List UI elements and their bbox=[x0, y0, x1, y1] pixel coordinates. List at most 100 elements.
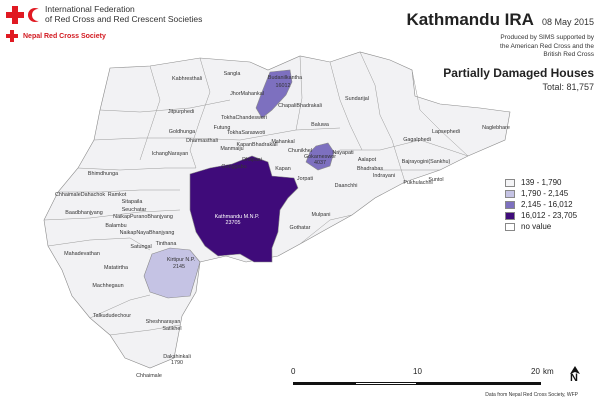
label-balambu: Balambu bbox=[105, 223, 126, 229]
label-baadbhanjyang: Baadbhanjyang bbox=[65, 210, 102, 216]
map-title: Kathmandu IRA bbox=[406, 10, 534, 29]
label-kirtipur: Kirtipur N.P. bbox=[167, 257, 195, 263]
produced-by: Produced by SIMS supported by the Americ… bbox=[500, 34, 594, 58]
label-futung: Futung bbox=[214, 125, 231, 131]
label-dakshinkali: Dakshinkali bbox=[163, 354, 191, 360]
label-ichangnarayan: IchangNarayan bbox=[152, 151, 189, 157]
label-indrayani: Indrayani bbox=[373, 173, 395, 179]
label-gonggabu: Gonggabu bbox=[221, 164, 246, 170]
legend-swatch bbox=[505, 211, 515, 220]
label-dakshinkali-value: 1790 bbox=[171, 360, 183, 366]
label-ramkot: Ramkot bbox=[108, 192, 127, 198]
label-bhimdhunga: Bhimdhunga bbox=[88, 171, 118, 177]
ifrc-name: International Federation of Red Cross an… bbox=[45, 4, 203, 24]
label-pukhulachhi: Pukhulachhi bbox=[403, 180, 432, 186]
legend-label: 139 - 1,790 bbox=[521, 178, 562, 187]
label-aalapot: Aalapot bbox=[358, 157, 377, 163]
scale-segment bbox=[293, 382, 355, 385]
legend-swatch bbox=[505, 200, 515, 209]
legend-swatch bbox=[505, 222, 515, 231]
legend-item: 1,790 - 2,145 bbox=[505, 188, 577, 199]
label-kathmandu-value: 23705 bbox=[226, 220, 241, 226]
north-arrow-icon: N bbox=[567, 366, 583, 390]
north-label: N bbox=[570, 372, 578, 384]
map-title-block: Kathmandu IRA 08 May 2015 Produced by SI… bbox=[374, 10, 594, 92]
scale-tick-0: 0 bbox=[291, 367, 296, 376]
total-count: Total: 81,757 bbox=[542, 81, 594, 92]
label-kapanbhadrakali: KapanBhadrakali bbox=[236, 142, 277, 148]
label-gothatar: Gothatar bbox=[290, 225, 311, 231]
region-kathmandu bbox=[189, 155, 299, 263]
legend-label: no value bbox=[521, 222, 552, 231]
scale-tick-10: 10 bbox=[413, 367, 422, 376]
label-sundarijal: Sundarijal bbox=[345, 96, 369, 102]
label-jhormahankal: JhorMahankal bbox=[230, 91, 264, 97]
label-mulpani: Mulpani bbox=[312, 212, 331, 218]
label-machhegaun: Machhegaun bbox=[92, 283, 123, 289]
legend-label: 1,790 - 2,145 bbox=[521, 189, 569, 198]
label-jitpurphedi: Jitpurphedi bbox=[168, 109, 194, 115]
label-sitapaila: Sitapaila bbox=[122, 199, 143, 205]
label-naikap-naya: NaikapNayaBhanjyang bbox=[120, 230, 175, 236]
label-bajrayogini: Bajrayogini(Sankhu) bbox=[402, 159, 451, 165]
org-logos: International Federation of Red Cross an… bbox=[6, 4, 202, 42]
label-dhapasi: Dhapasi bbox=[242, 157, 262, 163]
red-crescent-icon bbox=[28, 8, 44, 22]
label-dharmasthali: Dharmasthali bbox=[186, 138, 218, 144]
nrcs-name: Nepal Red Cross Society bbox=[23, 32, 106, 40]
label-seuchatar: Seuchatar bbox=[122, 207, 147, 213]
label-satungal: Satungal bbox=[130, 244, 151, 250]
data-credit: Data from Nepal Red Cross Society, WFP bbox=[485, 392, 578, 398]
legend: 139 - 1,790 1,790 - 2,145 2,145 - 16,012… bbox=[505, 177, 577, 232]
scale-unit: km bbox=[543, 367, 554, 376]
label-goldhunga: Goldhunga bbox=[169, 129, 195, 135]
scale-segment bbox=[417, 382, 541, 385]
label-manmaiju: Manmaiju bbox=[220, 146, 243, 152]
legend-label: 2,145 - 16,012 bbox=[521, 200, 573, 209]
region-budanilkantha bbox=[255, 69, 293, 119]
label-gagalphedi: Gagalphedi bbox=[403, 137, 431, 143]
label-chapalibhadrakali: ChapaliBhadrakali bbox=[278, 103, 322, 109]
region-kirtipur bbox=[143, 247, 201, 299]
label-jorpati: Jorpati bbox=[297, 176, 313, 182]
label-naglebhare: Naglebhare bbox=[482, 125, 510, 131]
nrcs-cross-icon bbox=[6, 30, 18, 42]
label-baluwa: Baluwa bbox=[311, 122, 329, 128]
label-mahankal: Mahankal bbox=[271, 139, 294, 145]
label-gokarneswor-value: 4037 bbox=[314, 160, 326, 166]
legend-swatch bbox=[505, 189, 515, 198]
scale-segment bbox=[355, 382, 417, 385]
region-gokarneswor bbox=[305, 142, 335, 171]
label-mahadevathan: Mahadevathan bbox=[64, 251, 100, 257]
label-kathmandu: Kathmandu M.N.P. bbox=[215, 214, 260, 220]
label-bhadrabas: Bhadrabas bbox=[357, 166, 383, 172]
map-date: 08 May 2015 bbox=[541, 17, 594, 27]
label-chhaimale: Chhaimale bbox=[136, 373, 162, 379]
place-labels: Kabhresthali Sangla Budanilkantha 16012 … bbox=[55, 71, 510, 379]
label-sheshnarayan: Sheshnarayan bbox=[146, 319, 181, 325]
legend-item: 139 - 1,790 bbox=[505, 177, 577, 188]
label-budanilkantha: Budanilkantha bbox=[268, 75, 302, 81]
label-gokarneswor: Gokarneswor bbox=[304, 154, 336, 160]
label-nayapati: Nayapati bbox=[332, 150, 353, 156]
label-suntol: Suntol bbox=[428, 177, 443, 183]
legend-item: 16,012 - 23,705 bbox=[505, 210, 577, 221]
label-matatirtha: Matatirtha bbox=[104, 265, 128, 271]
label-talkududechour: Talkududechour bbox=[93, 313, 131, 319]
legend-item: no value bbox=[505, 221, 577, 232]
label-sangla: Sangla bbox=[224, 71, 241, 77]
scale-bar: 0 10 20 km bbox=[291, 367, 573, 387]
label-kapan: Kapan bbox=[275, 166, 291, 172]
legend-swatch bbox=[505, 178, 515, 187]
label-kabhresthali: Kabhresthali bbox=[172, 76, 202, 82]
label-daanchhi: Daanchhi bbox=[335, 183, 358, 189]
label-naikap-purano: NaikapPuranoBhanjyang bbox=[113, 214, 173, 220]
label-satikhel: Satikhel bbox=[162, 326, 181, 332]
label-tokhasaraswoti: TokhaSaraswoti bbox=[227, 130, 265, 136]
label-tokhachandeswori: TokhaChandeswori bbox=[221, 115, 267, 121]
label-chhaimale-dahachok: ChhaimaleDahachok bbox=[55, 192, 105, 198]
legend-item: 2,145 - 16,012 bbox=[505, 199, 577, 210]
label-kirtipur-value: 2145 bbox=[173, 264, 185, 270]
label-lapsephedi: Lapsephedi bbox=[432, 129, 460, 135]
